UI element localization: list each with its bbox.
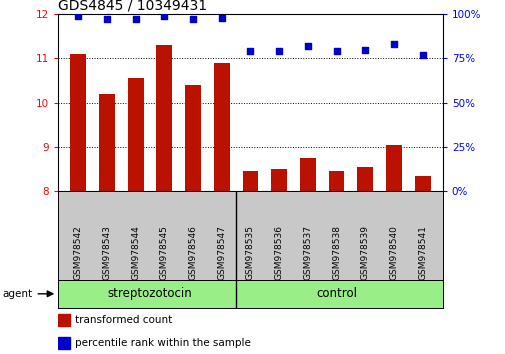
Text: agent: agent bbox=[3, 289, 33, 299]
Point bbox=[246, 48, 254, 54]
Point bbox=[275, 48, 283, 54]
Bar bbox=[214, 63, 229, 191]
Point bbox=[103, 17, 111, 22]
Bar bbox=[385, 145, 401, 191]
Text: transformed count: transformed count bbox=[75, 315, 172, 325]
Point bbox=[303, 43, 311, 49]
Bar bbox=[58, 337, 70, 349]
Bar bbox=[357, 167, 372, 191]
Point bbox=[74, 13, 82, 19]
Bar bbox=[99, 94, 115, 191]
Point bbox=[332, 48, 340, 54]
Bar bbox=[414, 176, 430, 191]
Point bbox=[160, 13, 168, 19]
Bar bbox=[271, 169, 286, 191]
Point bbox=[389, 41, 397, 47]
Point bbox=[418, 52, 426, 58]
Bar bbox=[70, 54, 86, 191]
Bar bbox=[58, 314, 70, 326]
Text: control: control bbox=[316, 287, 357, 300]
Bar bbox=[242, 171, 258, 191]
Point bbox=[217, 15, 225, 21]
Point bbox=[131, 17, 139, 22]
Bar bbox=[185, 85, 200, 191]
Bar bbox=[128, 78, 143, 191]
Text: streptozotocin: streptozotocin bbox=[108, 287, 192, 300]
Bar bbox=[299, 158, 315, 191]
Point bbox=[189, 17, 197, 22]
Bar bbox=[328, 171, 344, 191]
Text: GDS4845 / 10349431: GDS4845 / 10349431 bbox=[58, 0, 207, 13]
Text: percentile rank within the sample: percentile rank within the sample bbox=[75, 338, 251, 348]
Point bbox=[361, 47, 369, 52]
Bar bbox=[156, 45, 172, 191]
